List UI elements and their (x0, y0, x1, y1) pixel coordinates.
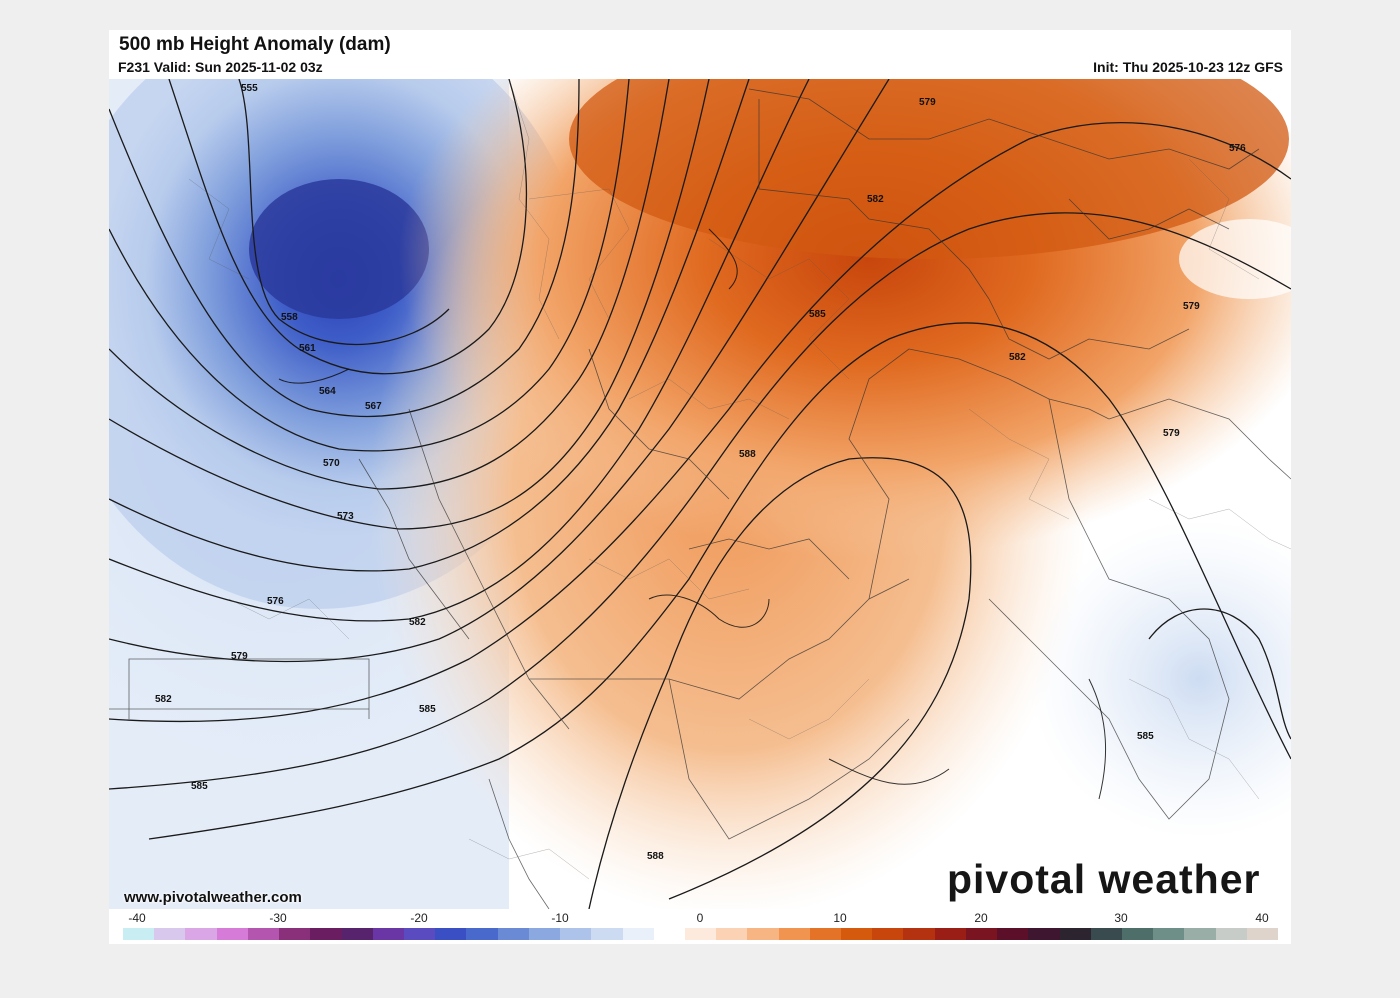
colorbar-swatch (1215, 928, 1247, 940)
colorbar-swatch (279, 928, 311, 940)
colorbar-tick: -20 (410, 911, 428, 925)
colorbar-tick: 40 (1255, 911, 1269, 925)
contour-label: 585 (191, 781, 208, 792)
colorbar-swatch (997, 928, 1029, 940)
colorbar-tick: 30 (1114, 911, 1128, 925)
height-anomaly-map: 555 558 561 564 567 570 573 576 579 582 … (109, 79, 1291, 909)
colorbar-swatch (154, 928, 186, 940)
contour-label: 582 (155, 694, 172, 705)
colorbar-swatch (591, 928, 623, 940)
colorbar-tick: 20 (974, 911, 988, 925)
colorbar-swatch (497, 928, 529, 940)
contour-label: 582 (1009, 352, 1026, 363)
contour-label: 585 (419, 704, 436, 715)
pivotal-weather-logo: pivotal weather (947, 856, 1261, 902)
colorbar-swatch (1028, 928, 1060, 940)
contour-label: 588 (647, 851, 664, 862)
colorbar-legend: -40 -30 -20 -10 0 10 20 30 40 (109, 910, 1291, 944)
contour-label: 579 (1183, 301, 1200, 312)
colorbar-swatch (622, 928, 654, 940)
colorbar-swatch (216, 928, 248, 940)
contour-label: 576 (267, 596, 284, 607)
colorbar-swatch (341, 928, 373, 940)
colorbar-swatch (747, 928, 779, 940)
map-title: 500 mb Height Anomaly (dam) (119, 34, 391, 55)
colorbar-swatch (778, 928, 810, 940)
colorbar-tick: -40 (128, 911, 146, 925)
colorbar (123, 928, 1279, 940)
colorbar-swatch (247, 928, 280, 940)
colorbar-swatch (435, 928, 467, 940)
colorbar-swatch (185, 928, 217, 940)
website-credit: www.pivotalweather.com (124, 889, 302, 906)
colorbar-swatch (310, 928, 342, 940)
colorbar-swatch (1122, 928, 1154, 940)
colorbar-tick: -10 (551, 911, 569, 925)
colorbar-tick: 10 (833, 911, 847, 925)
contour-label: 579 (1163, 428, 1180, 439)
contour-label: 585 (809, 309, 826, 320)
contour-label: 588 (739, 449, 756, 460)
contour-label: 579 (231, 651, 248, 662)
colorbar-swatch (841, 928, 873, 940)
contour-label: 582 (867, 194, 884, 205)
colorbar-swatch (809, 928, 842, 940)
colorbar-swatch (528, 928, 561, 940)
colorbar-swatch (466, 928, 498, 940)
colorbar-swatch (1059, 928, 1091, 940)
colorbar-swatch (965, 928, 998, 940)
init-time: Init: Thu 2025-10-23 12z GFS (1093, 59, 1283, 75)
contour-label: 573 (337, 511, 354, 522)
colorbar-swatch (684, 928, 717, 940)
colorbar-swatch (123, 928, 155, 940)
contour-label: 585 (1137, 731, 1154, 742)
colorbar-swatch (903, 928, 935, 940)
contour-label: 582 (409, 617, 426, 628)
contour-label: 558 (281, 312, 298, 323)
colorbar-swatch (1184, 928, 1216, 940)
contour-label: 576 (1229, 143, 1246, 154)
colorbar-swatch (716, 928, 748, 940)
valid-time: F231 Valid: Sun 2025-11-02 03z (118, 59, 323, 75)
contour-label: 564 (319, 386, 336, 397)
colorbar-tick: -30 (269, 911, 287, 925)
colorbar-swatch (560, 928, 592, 940)
colorbar-swatch (653, 928, 685, 940)
colorbar-swatch (1090, 928, 1122, 940)
map-panel: 500 mb Height Anomaly (dam) F231 Valid: … (109, 30, 1291, 944)
colorbar-swatch (872, 928, 904, 940)
contour-label: 567 (365, 401, 382, 412)
colorbar-swatch (1153, 928, 1185, 940)
colorbar-swatch (403, 928, 436, 940)
contour-label: 555 (241, 83, 258, 94)
colorbar-swatch (1246, 928, 1279, 940)
contour-label: 579 (919, 97, 936, 108)
contour-label: 570 (323, 458, 340, 469)
colorbar-swatch (372, 928, 404, 940)
contour-label: 561 (299, 343, 316, 354)
colorbar-swatch (934, 928, 966, 940)
colorbar-tick: 0 (696, 911, 704, 925)
